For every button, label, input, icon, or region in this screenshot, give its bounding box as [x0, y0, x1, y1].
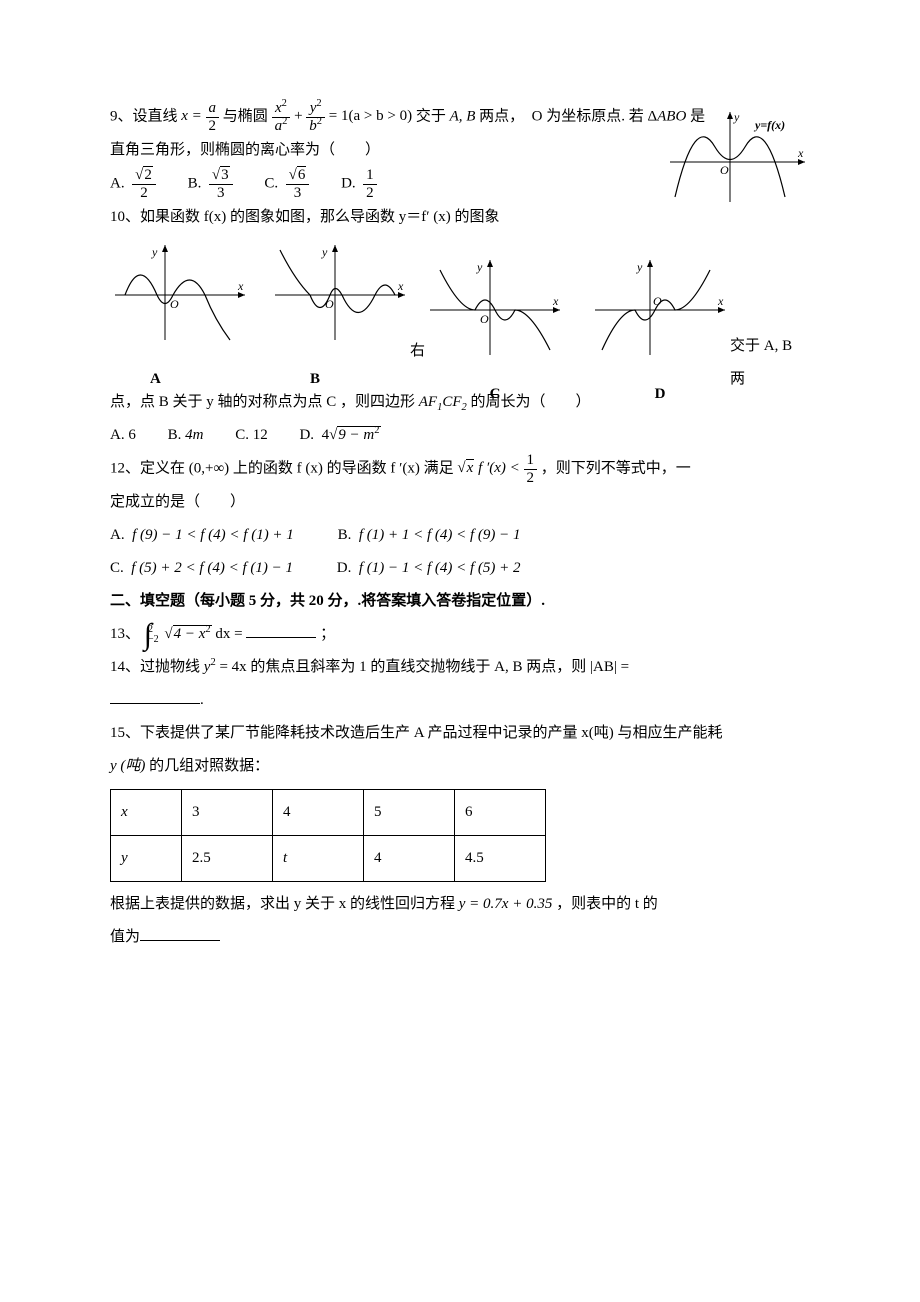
q12-line1: 12、定义在 (0,+∞) 上的函数 f (x) 的导函数 f ′(x) 满足 … — [110, 452, 810, 486]
svg-text:y=f(x): y=f(x) — [753, 118, 785, 132]
q9-opt-d: D. 12 — [341, 167, 377, 201]
q15-line4: 值为 — [110, 921, 810, 954]
q10-main-figure: y x O y=f(x) — [660, 107, 810, 220]
svg-text:y: y — [636, 260, 643, 274]
svg-text:O: O — [653, 294, 662, 308]
q11-opt-b: B. 4m — [168, 419, 204, 452]
q14-line2: . — [110, 684, 810, 717]
svg-text:x: x — [552, 294, 559, 308]
q9-opt-b: B. 33 — [188, 167, 233, 201]
svg-text:y: y — [476, 260, 483, 274]
svg-text:x: x — [397, 279, 404, 293]
q11-options: A. 6 B. 4m C. 12 D. 49 − m2 — [110, 419, 810, 452]
table-cell: 2.5 — [182, 836, 273, 882]
q10-opt-c: y x O C — [425, 255, 565, 411]
q10-opt-c-label: C — [425, 378, 565, 411]
q11-fragment-right: 交于 A, B 两 — [730, 330, 810, 396]
q12-options-cd: C. f (5) + 2 < f (4) < f (1) − 1 D. f (1… — [110, 552, 810, 585]
svg-text:x: x — [717, 294, 724, 308]
table-row: y 2.5 t 4 4.5 — [111, 836, 546, 882]
q10-opt-d: y x O D — [590, 255, 730, 411]
q15-blank — [140, 925, 220, 941]
q14-blank — [110, 688, 200, 704]
q10-options-row: y x O A y x O B 右 y x O C — [110, 240, 810, 380]
table-cell: 4 — [364, 836, 455, 882]
q15-line1: 15、下表提供了某厂节能降耗技术改造后生产 A 产品过程中记录的产量 x(吨) … — [110, 717, 810, 750]
q9-points: A, B — [450, 108, 476, 124]
table-row: x 3 4 5 6 — [111, 790, 546, 836]
svg-text:x: x — [237, 279, 244, 293]
table-cell: t — [273, 836, 364, 882]
svg-text:O: O — [720, 163, 729, 177]
table-cell: 4 — [273, 790, 364, 836]
q12-line2: 定成立的是（ ） — [110, 486, 810, 519]
svg-text:O: O — [480, 312, 489, 326]
q9-mid3: 两点， O 为坐标原点. 若 Δ — [479, 108, 657, 124]
q9-opt-c: C. 63 — [264, 167, 309, 201]
svg-text:O: O — [325, 297, 334, 311]
q15-table: x 3 4 5 6 y 2.5 t 4 4.5 — [110, 789, 546, 882]
q10-opt-b: y x O B — [270, 240, 410, 396]
table-cell: 5 — [364, 790, 455, 836]
q11-fragment-mid: 右 — [410, 335, 425, 368]
q9-eq-x: x = a2 — [181, 108, 223, 124]
q12-opt-c: C. f (5) + 2 < f (4) < f (1) − 1 — [110, 552, 293, 585]
q10-opt-d-label: D — [590, 378, 730, 411]
q15-line3: 根据上表提供的数据，求出 y 关于 x 的线性回归方程 y = 0.7x + 0… — [110, 888, 810, 921]
svg-text:x: x — [797, 146, 804, 160]
q12-options-ab: A. f (9) − 1 < f (4) < f (1) + 1 B. f (1… — [110, 519, 810, 552]
q15-line2: y (吨) 的几组对照数据： — [110, 750, 810, 783]
svg-text:y: y — [151, 245, 158, 259]
q10-opt-b-label: B — [270, 363, 410, 396]
q12-opt-b: B. f (1) + 1 < f (4) < f (9) − 1 — [338, 519, 521, 552]
table-cell: 6 — [455, 790, 546, 836]
q11-opt-a: A. 6 — [110, 419, 136, 452]
section2-heading: 二、填空题（每小题 5 分，共 20 分，.将答案填入答卷指定位置）. — [110, 585, 810, 618]
q14-line1: 14、过抛物线 y2 = 4x 的焦点且斜率为 1 的直线交抛物线于 A, B … — [110, 651, 810, 684]
q12-opt-a: A. f (9) − 1 < f (4) < f (1) + 1 — [110, 519, 294, 552]
q9-mid1: 与椭圆 — [223, 108, 272, 124]
table-cell: y — [111, 836, 182, 882]
svg-text:y: y — [733, 110, 740, 124]
q9-mid2: 交于 — [416, 108, 450, 124]
table-cell: 3 — [182, 790, 273, 836]
q13: 13、 ∫2−2 4 − x2 dx = ； — [110, 618, 810, 651]
q9-ellipse: x2a2 + y2b2 = 1(a > b > 0) — [272, 108, 416, 124]
q11-opt-d: D. 49 − m2 — [299, 419, 380, 452]
q13-blank — [246, 622, 316, 638]
table-cell: 4.5 — [455, 836, 546, 882]
q10-graph-icon: y x O y=f(x) — [660, 107, 810, 207]
q12-opt-d: D. f (1) − 1 < f (4) < f (5) + 2 — [337, 552, 521, 585]
q9-prefix: 9、设直线 — [110, 108, 181, 124]
svg-text:O: O — [170, 297, 179, 311]
q10-opt-a: y x O A — [110, 240, 250, 396]
integral-icon: ∫2−2 — [144, 618, 161, 651]
svg-text:y: y — [321, 245, 328, 259]
q10-opt-a-label: A — [110, 363, 250, 396]
table-cell: x — [111, 790, 182, 836]
q9-opt-a: A. 22 — [110, 167, 156, 201]
q11-opt-c: C. 12 — [235, 419, 268, 452]
